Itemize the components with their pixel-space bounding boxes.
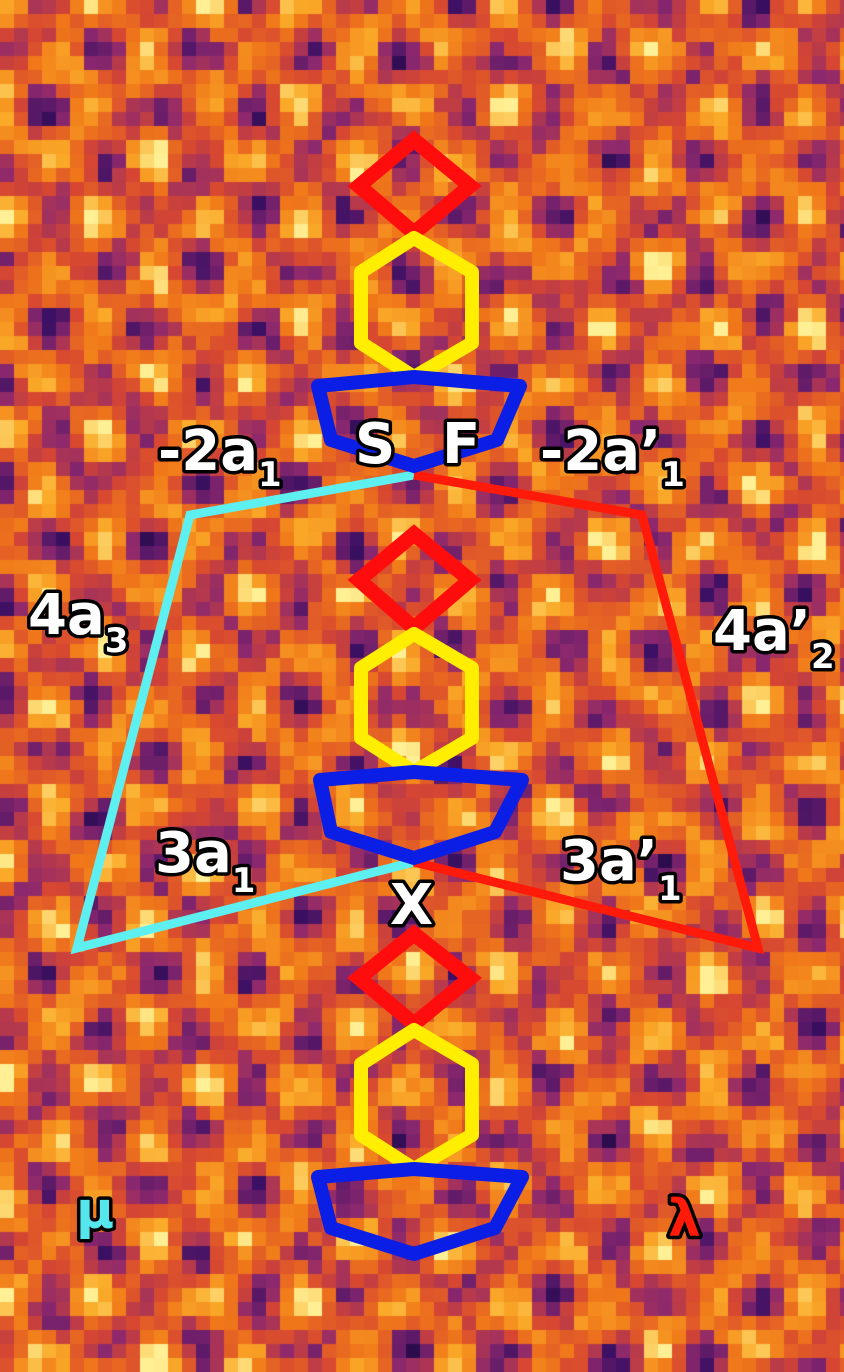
- label-F: F: [442, 412, 480, 477]
- label-right-bottom-vector: 3a’1: [560, 829, 682, 909]
- label-mu: μ: [76, 1181, 114, 1241]
- label-left-bottom-main: 3a: [155, 821, 232, 886]
- label-X: X: [390, 873, 433, 938]
- label-left-side-main: 4a: [28, 583, 105, 648]
- square-unit-middle: [347, 524, 482, 638]
- label-right-top-vector: -2a’1: [540, 419, 685, 495]
- label-right-side-sub: 2: [811, 637, 835, 677]
- label-right-bottom-main: 3a’: [560, 829, 658, 894]
- label-S: S: [355, 412, 395, 477]
- pentagon-unit-top: [311, 370, 527, 473]
- lambda-burgers-circuit: [412, 470, 765, 955]
- hexagon-unit-top: [354, 231, 479, 384]
- label-right-top-main: -2a’: [540, 419, 661, 484]
- hexagon-unit-middle: [354, 627, 479, 779]
- label-right-top-sub: 1: [661, 455, 685, 495]
- label-lambda: λ: [668, 1189, 701, 1249]
- pentagon-unit-middle: [313, 765, 529, 865]
- label-right-side-vector: 4a’2: [713, 599, 835, 677]
- label-left-bottom-vector: 3a1: [155, 821, 255, 901]
- label-right-side-main: 4a’: [713, 599, 811, 664]
- hexagon-unit-bottom: [354, 1023, 479, 1176]
- label-left-top-main: -2a: [158, 419, 258, 484]
- label-left-top-vector: -2a1: [158, 419, 282, 495]
- label-left-side-sub: 3: [105, 621, 129, 661]
- mu-burgers-circuit: [70, 470, 416, 955]
- label-left-bottom-sub: 1: [232, 861, 256, 901]
- label-right-bottom-sub: 1: [658, 869, 682, 909]
- square-unit-top: [347, 130, 482, 243]
- square-unit-bottom: [347, 924, 482, 1034]
- pentagon-unit-bottom: [311, 1162, 529, 1261]
- label-left-top-sub: 1: [258, 455, 282, 495]
- label-left-side-vector: 4a3: [28, 583, 128, 661]
